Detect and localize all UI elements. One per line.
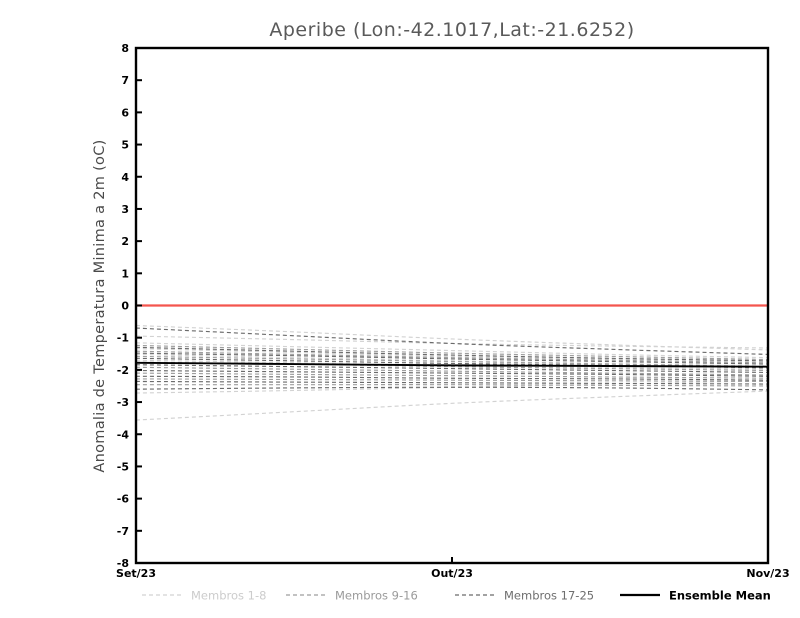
y-tick-label: 1 (121, 267, 129, 280)
y-tick-label: 8 (121, 42, 129, 55)
series-line (135, 361, 769, 372)
series-line (135, 364, 769, 374)
y-tick-label: -8 (117, 557, 129, 570)
series-line (135, 378, 769, 383)
series-line (135, 353, 769, 367)
y-tick-label: -5 (117, 460, 129, 473)
series-line (135, 346, 769, 362)
series-line (135, 350, 769, 364)
y-axis: 8 7 6 5 4 3 2 1 0 -1 -2 -3 -4 -5 -6 -7 -8 (117, 42, 142, 570)
series-line (135, 372, 769, 379)
legend-label: Membros 17-25 (504, 589, 594, 603)
series-line (135, 375, 769, 381)
x-tick-label: Out/23 (431, 567, 473, 580)
y-tick-label: -7 (117, 525, 129, 538)
y-tick-label: 4 (121, 171, 129, 184)
y-tick-label: -4 (117, 428, 130, 441)
y-tick-label: 2 (121, 235, 129, 248)
series-line (135, 352, 769, 365)
y-tick-label: 0 (121, 300, 129, 313)
series-line (135, 369, 769, 377)
series-line (135, 344, 769, 361)
series-line (135, 390, 769, 421)
series-line (135, 386, 769, 391)
y-axis-title: Anomalia de Temperatura Minima a 2m (oC) (92, 139, 108, 472)
series-line (135, 380, 769, 385)
series-line (136, 384, 769, 387)
series-line (135, 342, 769, 359)
series-layer (135, 324, 769, 421)
chart-legend: Membros 1-8 Membros 9-16 Membros 17-25 Ense… (142, 589, 771, 603)
legend-label: Membros 1-8 (191, 589, 266, 603)
page-title: Aperibe (Lon:-42.1017,Lat:-21.6252) (269, 19, 634, 41)
legend-label: Membros 9-16 (335, 589, 418, 603)
series-line (135, 327, 769, 355)
y-tick-label: -3 (117, 396, 129, 409)
y-tick-label: -6 (117, 493, 130, 506)
series-line (135, 348, 769, 363)
y-tick-label: 7 (121, 74, 129, 87)
y-tick-label: -2 (117, 364, 129, 377)
x-axis: Set/23 Out/23 Nov/23 (116, 557, 790, 580)
legend-label: Ensemble Mean (669, 589, 771, 603)
series-line (135, 355, 769, 368)
series-line (135, 366, 769, 376)
series-line (135, 361, 769, 368)
y-tick-label: 6 (121, 106, 129, 119)
x-tick-label: Nov/23 (746, 567, 789, 580)
y-tick-label: 5 (121, 139, 129, 152)
y-tick-label: 3 (121, 203, 129, 216)
y-tick-label: -1 (117, 332, 129, 345)
x-tick-label: Set/23 (116, 567, 156, 580)
